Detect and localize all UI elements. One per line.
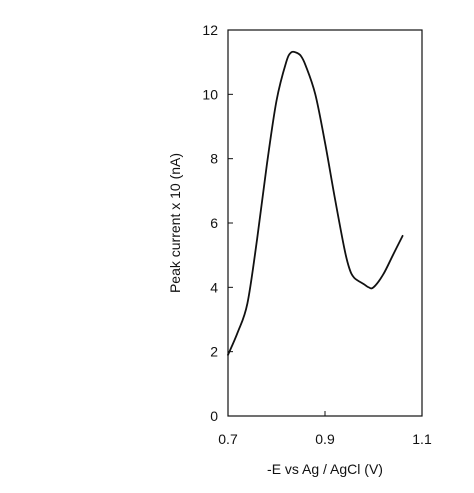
y-axis-title: Peak current x 10 (nA) bbox=[167, 153, 183, 293]
y-tick-label: 0 bbox=[210, 408, 218, 424]
x-tick-label: 1.1 bbox=[412, 431, 432, 447]
x-tick-label: 0.9 bbox=[315, 431, 335, 447]
y-tick-label: 8 bbox=[210, 151, 218, 167]
y-tick-label: 10 bbox=[202, 86, 218, 102]
y-tick-label: 4 bbox=[210, 279, 218, 295]
x-axis-title: -E vs Ag / AgCl (V) bbox=[267, 461, 383, 477]
y-tick-label: 12 bbox=[202, 22, 218, 38]
y-axis: 0 2 4 6 8 10 12 bbox=[202, 22, 233, 424]
y-tick-label: 2 bbox=[210, 344, 218, 360]
series-line bbox=[227, 50, 404, 356]
y-tick-label: 6 bbox=[210, 215, 218, 231]
x-axis: 0.7 0.9 1.1 bbox=[218, 411, 432, 447]
plot-frame bbox=[227, 29, 423, 417]
x-tick-label: 0.7 bbox=[218, 431, 238, 447]
